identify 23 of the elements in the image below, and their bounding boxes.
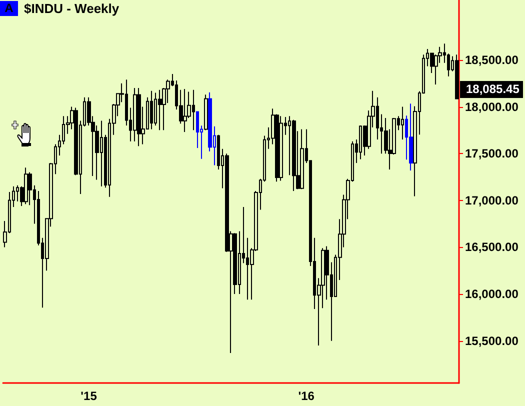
candlestick — [401, 106, 404, 140]
y-tick-label: 17,000.00 — [465, 193, 519, 208]
y-tick-label: 18,000.00 — [465, 100, 519, 114]
candlestick — [279, 116, 283, 182]
text: 18,085.45 — [460, 80, 524, 98]
x-tick-label: '15 — [80, 389, 98, 403]
candlestick — [158, 89, 162, 131]
y-tick-label: 18,500.00 — [465, 52, 519, 67]
candlestick — [150, 90, 153, 130]
candlestick — [137, 88, 141, 147]
candlestick — [24, 167, 28, 205]
candlestick — [183, 88, 187, 133]
candlestick — [409, 103, 413, 172]
y-tick-label: 17,500.00 — [465, 146, 519, 161]
chart-title: $INDU - Weekly — [24, 1, 120, 16]
y-tick-label: 16,000.00 — [465, 287, 519, 302]
candlestick — [300, 128, 304, 190]
candlestick — [292, 119, 296, 192]
candlestick — [133, 88, 137, 142]
annotation: A — [0, 1, 18, 16]
x-tick-label: '16 — [298, 389, 315, 403]
y-tick-label: 15,500.00 — [465, 334, 519, 348]
y-tick-label: 16,500.00 — [465, 240, 519, 254]
